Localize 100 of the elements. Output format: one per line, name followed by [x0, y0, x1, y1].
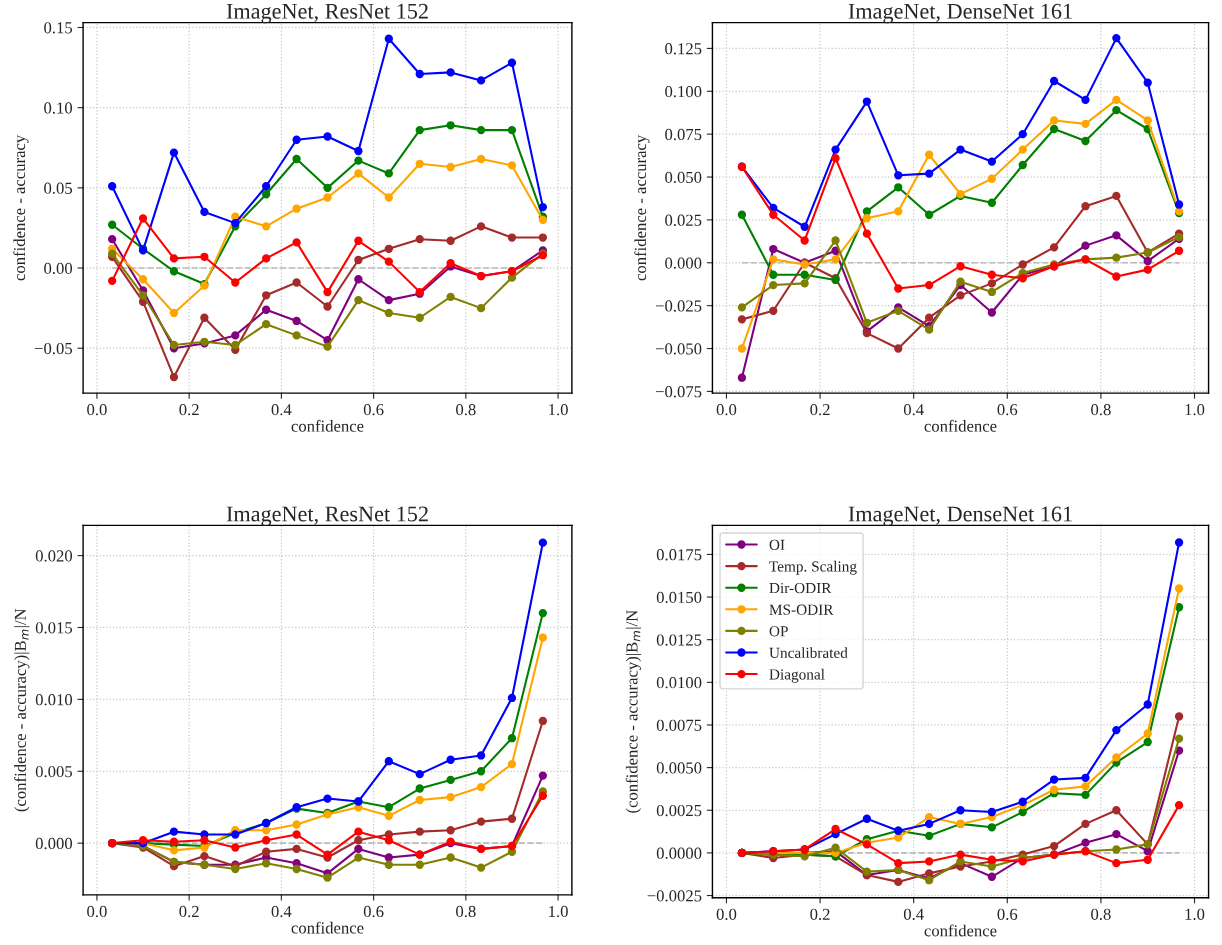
point	[415, 769, 424, 779]
point	[446, 775, 455, 785]
point	[262, 291, 271, 300]
point	[1049, 76, 1059, 86]
point	[231, 331, 240, 340]
point	[862, 867, 872, 876]
point	[831, 824, 840, 834]
point	[894, 171, 903, 180]
point	[1174, 712, 1184, 721]
y-tick-label: −0.025	[655, 300, 702, 312]
chart-title: ImageNet, ResNet 152	[226, 506, 428, 527]
x-tick-label: 0.0	[716, 908, 737, 920]
y-axis-title: confidence - accuracy	[634, 134, 650, 281]
point	[924, 280, 934, 290]
point	[1112, 95, 1121, 105]
point	[1018, 274, 1027, 283]
point	[1174, 584, 1184, 593]
point	[956, 806, 965, 815]
point	[262, 859, 271, 868]
point	[1112, 725, 1121, 735]
x-tick-label: 0.2	[179, 404, 199, 416]
point	[169, 308, 179, 318]
x-tick-label: 0.6	[997, 404, 1018, 416]
x-tick-label: 0.0	[87, 404, 107, 416]
x-tick-label: 0.2	[179, 905, 199, 918]
x-tick-label: 0.2	[810, 404, 830, 416]
y-tick-label: 0.05	[44, 182, 73, 194]
point	[415, 125, 424, 135]
point	[476, 76, 486, 85]
point	[769, 255, 778, 264]
point	[538, 202, 548, 212]
point	[1174, 200, 1184, 209]
point	[538, 771, 548, 780]
point	[894, 207, 903, 216]
point	[1049, 775, 1059, 784]
point	[169, 254, 179, 263]
legend-label: OI	[769, 539, 785, 551]
point	[956, 145, 965, 154]
point	[1112, 272, 1121, 281]
y-tick-label: 0.0175	[656, 549, 702, 561]
point	[292, 820, 301, 829]
point	[924, 831, 934, 840]
point	[476, 782, 486, 792]
legend-label: Temp. Scaling	[769, 560, 857, 575]
point	[200, 252, 209, 261]
point	[262, 836, 271, 845]
point	[924, 857, 934, 866]
x-tick-label: 0.6	[363, 905, 384, 918]
x-tick-label: 0.8	[456, 905, 476, 918]
point	[862, 97, 872, 106]
point	[476, 751, 486, 760]
y-tick-label: 0.0150	[656, 591, 702, 604]
point	[354, 275, 363, 284]
point	[1018, 857, 1027, 866]
point	[292, 331, 301, 340]
point	[894, 183, 903, 192]
x-tick-label: 0.0	[716, 404, 737, 416]
point	[384, 860, 393, 869]
point	[956, 262, 965, 271]
legend-label: Uncalibrated	[769, 647, 848, 658]
point	[354, 295, 363, 305]
point	[262, 847, 271, 856]
y-tick-label: 0.015	[35, 622, 73, 634]
point	[384, 295, 393, 305]
point	[1081, 782, 1090, 791]
x-axis-title: confidence	[291, 419, 364, 432]
point	[1112, 105, 1121, 115]
point	[737, 210, 747, 219]
point	[862, 318, 872, 327]
point	[415, 235, 424, 244]
point	[323, 873, 332, 882]
point	[924, 819, 934, 829]
point	[1049, 243, 1059, 252]
x-tick-label: 1.0	[1185, 908, 1205, 920]
point	[384, 308, 393, 318]
point	[1049, 841, 1059, 851]
point	[538, 538, 548, 547]
y-tick-label: 0.075	[665, 128, 702, 141]
point	[1112, 806, 1121, 815]
point	[292, 204, 301, 213]
point	[384, 853, 393, 862]
point	[292, 316, 301, 326]
point	[987, 270, 997, 279]
point	[1143, 737, 1152, 747]
point	[800, 270, 809, 279]
y-axis-title: confidence - accuracy	[13, 134, 29, 281]
x-tick-label: 1.0	[1185, 404, 1205, 416]
point	[354, 169, 363, 178]
point	[1112, 845, 1121, 854]
point	[507, 125, 517, 135]
point	[924, 150, 934, 159]
point	[262, 222, 271, 231]
point	[384, 169, 393, 178]
point	[1018, 260, 1027, 269]
point	[1174, 734, 1184, 743]
point	[292, 844, 301, 854]
x-tick-label: 0.8	[456, 404, 476, 416]
y-tick-label: −0.0025	[647, 890, 702, 902]
point	[507, 759, 517, 769]
y-tick-label: 0.125	[665, 43, 702, 55]
